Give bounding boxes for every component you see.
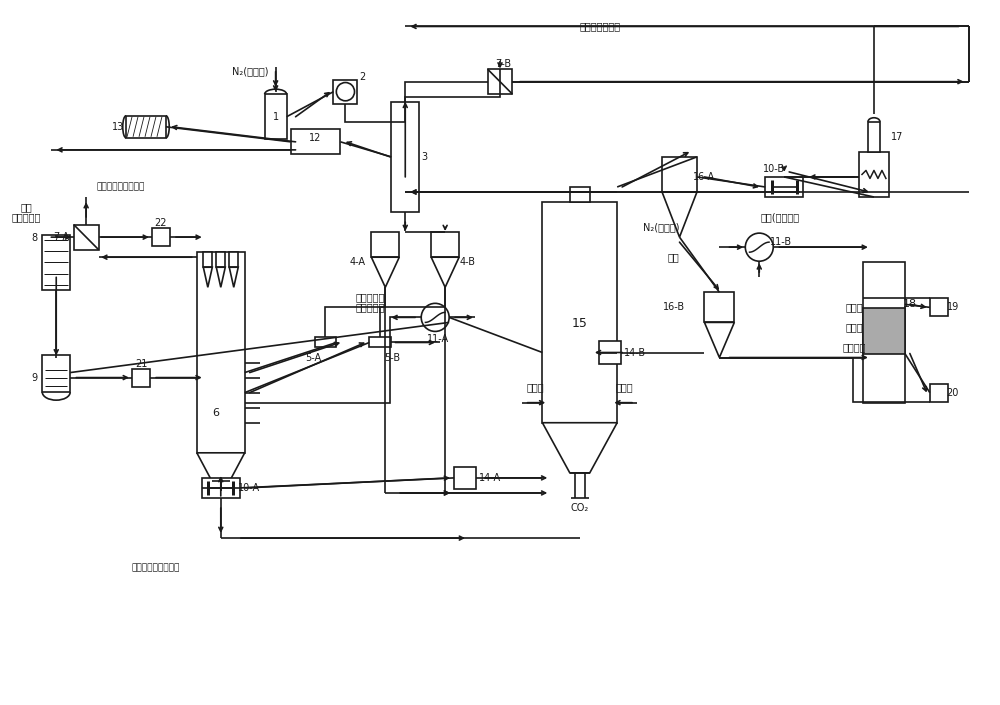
Bar <box>863 262 905 403</box>
Bar <box>570 187 590 202</box>
Text: 6: 6 <box>212 407 219 417</box>
Text: 灰渣(去填埋）: 灰渣(去填埋） <box>760 212 799 222</box>
Text: 4-B: 4-B <box>459 257 475 267</box>
Text: 飞灰: 飞灰 <box>20 202 32 212</box>
Text: 17: 17 <box>891 132 903 142</box>
Bar <box>542 202 617 423</box>
Text: 21: 21 <box>135 359 147 369</box>
Polygon shape <box>704 322 734 357</box>
Text: 11-A: 11-A <box>427 334 449 345</box>
Polygon shape <box>197 453 245 481</box>
Bar <box>662 157 697 192</box>
Text: 18: 18 <box>903 300 917 309</box>
Circle shape <box>745 233 773 262</box>
Text: 7-B: 7-B <box>495 59 511 68</box>
Bar <box>391 102 419 212</box>
Polygon shape <box>542 423 617 473</box>
Bar <box>369 338 391 348</box>
Text: 9: 9 <box>31 372 37 383</box>
Text: 10-A: 10-A <box>238 483 260 493</box>
Text: 富氢合成气: 富氢合成气 <box>356 293 385 302</box>
Bar <box>930 384 948 402</box>
Bar <box>765 177 803 197</box>
Text: 7-A: 7-A <box>53 232 69 242</box>
Bar <box>197 252 245 453</box>
Polygon shape <box>371 257 399 288</box>
Text: 20: 20 <box>947 388 959 398</box>
Bar <box>126 116 166 137</box>
Text: 空气: 空气 <box>668 252 680 262</box>
Bar <box>216 252 225 267</box>
Text: 5-B: 5-B <box>384 352 400 362</box>
Text: 补充燄气: 补充燄气 <box>842 343 866 352</box>
Text: 热解燄气（去储罐）: 热解燄气（去储罐） <box>131 564 179 572</box>
Bar <box>203 252 212 267</box>
Bar <box>454 467 476 489</box>
Text: 2: 2 <box>359 72 366 82</box>
Polygon shape <box>216 267 225 288</box>
Circle shape <box>421 303 449 331</box>
Text: 1: 1 <box>273 112 279 122</box>
Bar <box>333 80 357 104</box>
Text: 19: 19 <box>947 302 959 312</box>
Bar <box>371 232 399 257</box>
Text: 22: 22 <box>155 218 167 228</box>
Text: CO₂: CO₂ <box>571 503 589 513</box>
Text: 10-B: 10-B <box>763 164 785 174</box>
Polygon shape <box>203 267 212 288</box>
Text: 16-B: 16-B <box>663 302 686 312</box>
Bar <box>132 369 150 386</box>
Circle shape <box>336 82 355 101</box>
Bar <box>202 478 240 498</box>
Text: 14-B: 14-B <box>624 348 646 357</box>
Text: 16-A: 16-A <box>693 172 715 182</box>
Text: （去储罐）: （去储罐） <box>356 302 385 312</box>
Text: 飞灰（去填埋）: 飞灰（去填埋） <box>579 21 620 32</box>
Text: 水蒎气: 水蒎气 <box>616 383 633 393</box>
Bar <box>488 69 512 94</box>
Text: N₂(作载气): N₂(作载气) <box>232 66 269 77</box>
Bar <box>152 228 170 246</box>
Text: 水蒎气: 水蒎气 <box>526 383 544 393</box>
Bar <box>930 298 948 317</box>
Polygon shape <box>662 192 697 237</box>
Bar <box>74 225 99 250</box>
Text: 13: 13 <box>112 122 124 132</box>
Polygon shape <box>229 267 238 288</box>
Text: （去填埋）: （去填埋） <box>12 212 41 222</box>
Text: 8: 8 <box>31 233 37 243</box>
Text: 11-B: 11-B <box>770 237 792 247</box>
Text: 4-A: 4-A <box>349 257 365 267</box>
Bar <box>315 338 336 348</box>
Text: 废水（去废水处理）: 废水（去废水处理） <box>96 183 144 192</box>
Bar <box>859 152 889 197</box>
Text: 5-A: 5-A <box>305 352 322 362</box>
Bar <box>42 355 70 392</box>
Text: N₂(作载气): N₂(作载气) <box>643 222 680 232</box>
Bar <box>42 235 70 290</box>
Bar <box>868 122 880 152</box>
Text: 水蒎气: 水蒎气 <box>845 302 863 312</box>
Bar <box>265 94 287 140</box>
Polygon shape <box>431 257 459 288</box>
Text: 脱盐水: 脱盐水 <box>845 322 863 333</box>
Bar <box>704 293 734 322</box>
Text: 3: 3 <box>421 152 427 162</box>
Bar <box>229 252 238 267</box>
Text: 12: 12 <box>309 133 322 143</box>
Text: 15: 15 <box>572 317 588 330</box>
Bar <box>291 129 340 154</box>
Bar <box>863 308 905 353</box>
Bar <box>599 341 621 364</box>
Text: 14-A: 14-A <box>479 473 501 483</box>
Bar <box>431 232 459 257</box>
